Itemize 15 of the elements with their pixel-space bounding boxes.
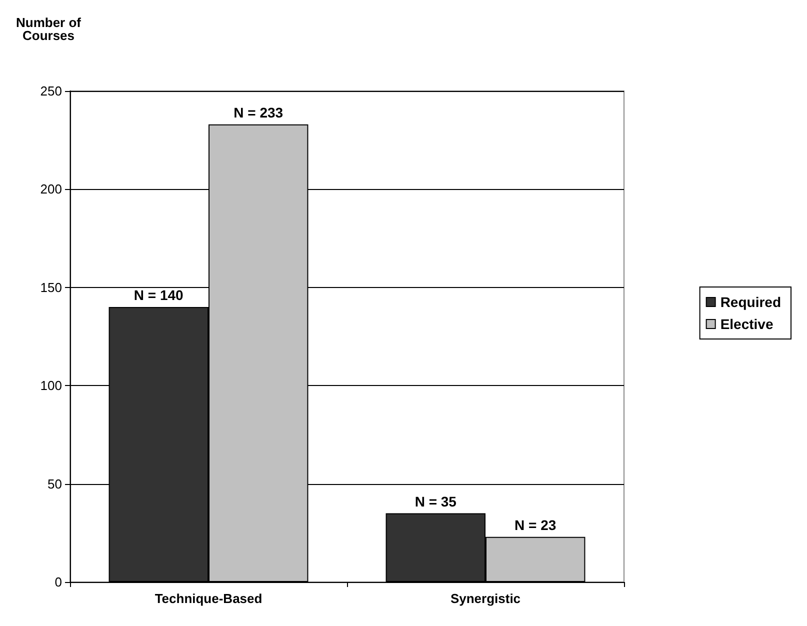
y-tick-label: 200 (40, 182, 62, 197)
x-tick-label: Technique-Based (154, 591, 262, 606)
legend-label: Elective (720, 316, 774, 332)
y-tick-label: 100 (40, 378, 62, 394)
data-label: N = 140 (134, 287, 184, 304)
y-tick-label: 50 (48, 476, 62, 492)
legend-label: Required (720, 294, 782, 310)
y-tick-label: 250 (40, 84, 62, 98)
data-label: N = 233 (234, 104, 284, 120)
data-label: N = 35 (414, 493, 457, 510)
y-tick-label: 150 (40, 280, 62, 295)
y-tick-label: 0 (54, 574, 62, 590)
y-axis-title: Number of Courses (16, 15, 82, 43)
data-label: N = 23 (514, 516, 556, 533)
x-tick-label: Synergistic (450, 591, 521, 606)
